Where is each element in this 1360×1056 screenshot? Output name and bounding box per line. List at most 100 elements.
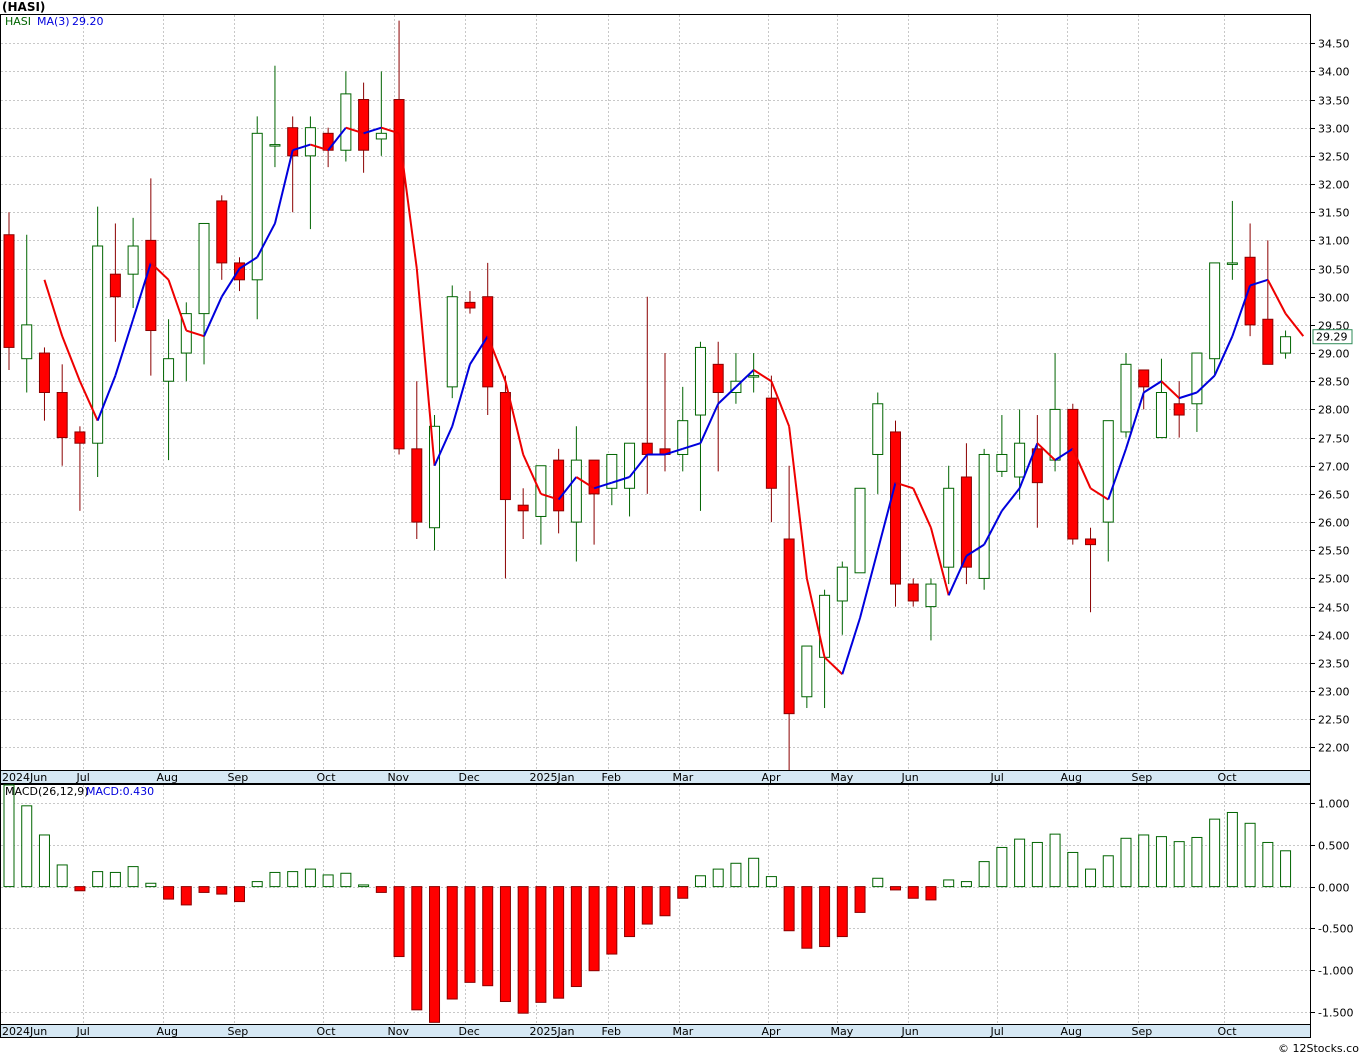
candle-body-up xyxy=(624,442,636,489)
candle-body-down xyxy=(907,583,919,602)
date-tick-label: Dec xyxy=(459,771,480,784)
price-legend-symbol: HASI xyxy=(5,15,31,28)
candle xyxy=(712,341,724,472)
macd-bar xyxy=(570,886,582,988)
candle xyxy=(1244,223,1256,337)
macd-y-tick-label: 0.000 xyxy=(1318,882,1350,895)
price-y-tick-label: 34.00 xyxy=(1318,66,1350,79)
macd-bar xyxy=(92,871,104,888)
macd-bar xyxy=(127,866,139,888)
candle-body-down xyxy=(145,239,157,332)
macd-bar xyxy=(1067,851,1079,888)
macd-date-tick-label: Jul xyxy=(76,1025,90,1038)
macd-bar xyxy=(907,886,919,899)
macd-bar xyxy=(269,871,281,888)
candle-body-down xyxy=(56,392,68,439)
candle xyxy=(56,364,68,466)
candle-body-up xyxy=(872,403,884,455)
candle xyxy=(269,65,281,168)
candle xyxy=(304,116,316,230)
price-y-tick-label: 22.50 xyxy=(1318,714,1350,727)
candle-body-down xyxy=(464,301,476,309)
candle xyxy=(996,415,1008,478)
date-tick-label: Apr xyxy=(762,771,782,784)
macd-bar xyxy=(783,886,795,932)
candle-body-up xyxy=(854,487,866,574)
candle-body-down xyxy=(1067,408,1079,540)
ma-segment xyxy=(593,481,613,490)
candle-body-up xyxy=(677,420,689,455)
ma-segment xyxy=(203,296,223,337)
candle-body-down xyxy=(1173,403,1185,416)
candle-body-down xyxy=(109,273,121,298)
macd-bar xyxy=(1085,868,1097,888)
macd-date-tick-label: Feb xyxy=(602,1025,621,1038)
ma-segment xyxy=(1054,447,1074,461)
price-y-tick-label: 24.50 xyxy=(1318,602,1350,615)
macd-legend-value: MACD:0.430 xyxy=(86,785,154,798)
candle xyxy=(358,82,370,173)
candle-body-up xyxy=(996,453,1008,472)
candle xyxy=(464,291,476,314)
candle-body-down xyxy=(216,200,228,264)
macd-date-tick-label: Oct xyxy=(317,1025,337,1038)
ma-segment xyxy=(415,268,436,466)
macd-bar xyxy=(163,886,175,900)
candle xyxy=(1067,403,1079,545)
price-y-tick-label: 32.50 xyxy=(1318,151,1350,164)
price-y-tick-label: 23.50 xyxy=(1318,658,1350,671)
ma-segment xyxy=(575,476,595,490)
macd-bar xyxy=(1155,836,1167,888)
price-y-tick-label: 27.00 xyxy=(1318,461,1350,474)
candle-body-up xyxy=(1280,336,1292,354)
macd-bar xyxy=(606,886,618,955)
candle xyxy=(925,578,937,641)
ma-segment xyxy=(1089,487,1109,501)
candle-body-up xyxy=(429,425,441,529)
candle-body-down xyxy=(1262,318,1274,365)
macd-bar xyxy=(553,886,565,999)
ma-segment xyxy=(310,143,329,152)
candle xyxy=(854,487,866,574)
candle xyxy=(482,262,494,416)
price-y-tick-label: 30.00 xyxy=(1318,292,1350,305)
price-y-tick-label: 26.50 xyxy=(1318,489,1350,502)
candle xyxy=(1014,409,1026,500)
candle xyxy=(21,234,33,393)
macd-bar xyxy=(358,884,370,888)
candle-body-up xyxy=(304,127,316,157)
price-legend-ma-value: 29.20 xyxy=(72,15,104,28)
ma-segment xyxy=(611,476,630,484)
macd-bar xyxy=(340,872,352,888)
macd-bar xyxy=(978,861,990,888)
candle-body-up xyxy=(21,324,33,360)
macd-bar xyxy=(1262,841,1274,888)
ma-segment xyxy=(1143,380,1162,394)
ma-segment xyxy=(735,369,755,388)
macd-bar xyxy=(1102,855,1114,888)
ma-segment xyxy=(486,335,507,382)
ma-segment xyxy=(788,426,808,579)
candle-body-up xyxy=(836,566,848,602)
ma-segment xyxy=(43,279,64,337)
ma-segment xyxy=(132,262,152,320)
ma-segment xyxy=(504,380,525,455)
ma-segment xyxy=(717,386,737,405)
ma-segment xyxy=(823,656,844,675)
date-tick-label: Nov xyxy=(388,771,410,784)
macd-bar xyxy=(322,874,334,888)
macd-bar xyxy=(925,886,937,901)
candle-body-up xyxy=(925,583,937,608)
candle-body-up xyxy=(92,245,104,444)
macd-bar xyxy=(38,834,50,888)
date-tick-label: Sep xyxy=(228,771,249,784)
price-y-tick-label: 33.00 xyxy=(1318,123,1350,136)
candle-body-up xyxy=(1120,363,1132,433)
candle-body-up xyxy=(694,346,706,416)
macd-bar xyxy=(198,886,210,893)
ma-segment xyxy=(185,329,205,338)
candle-body-down xyxy=(411,448,423,523)
macd-bar xyxy=(659,886,671,917)
candle xyxy=(74,426,86,511)
